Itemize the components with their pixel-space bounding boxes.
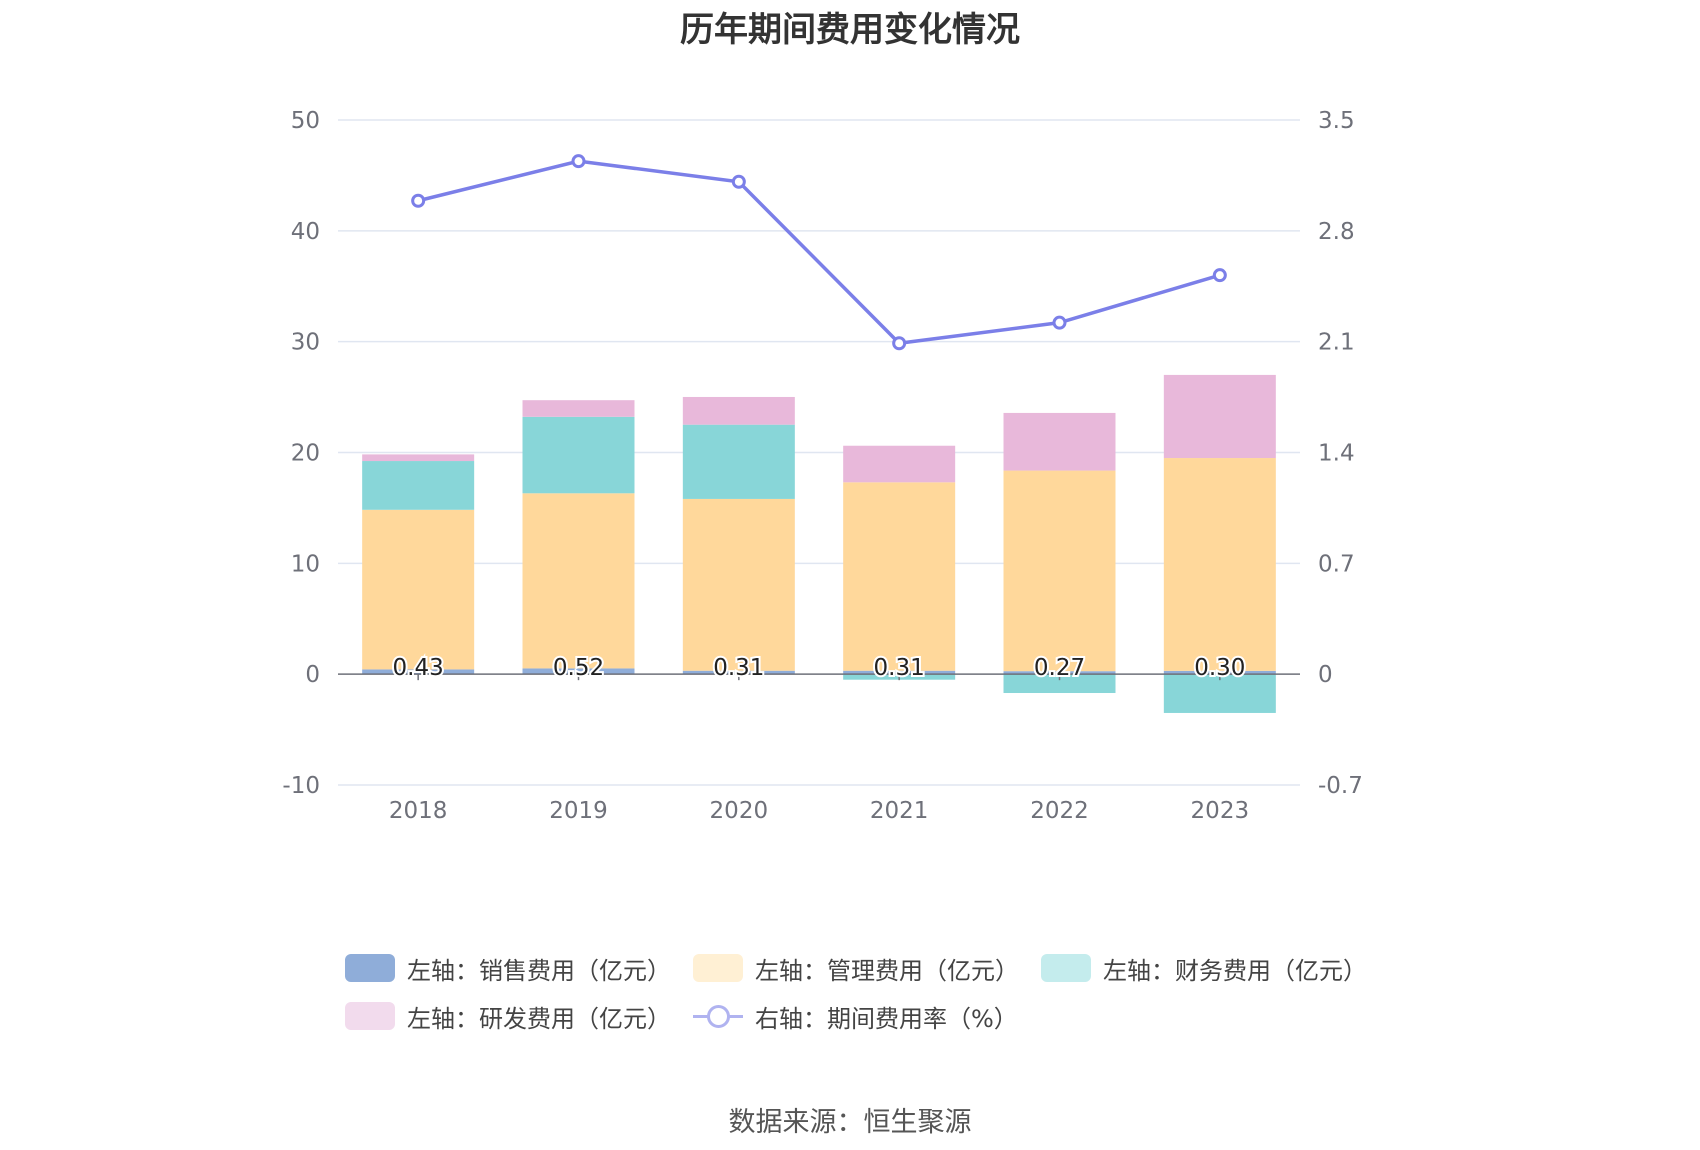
bar-segment bbox=[1003, 671, 1116, 675]
data-label: 0.43 bbox=[393, 655, 444, 681]
bar-segment bbox=[682, 424, 795, 499]
x-tick-label: 2020 bbox=[710, 798, 769, 824]
bar-segment bbox=[362, 509, 475, 670]
data-label: 0.30 bbox=[1194, 655, 1245, 681]
bar-segment bbox=[522, 668, 635, 675]
bar-segment bbox=[362, 461, 475, 510]
bar-segment bbox=[843, 482, 956, 671]
y-right-tick-label: 0 bbox=[1318, 662, 1333, 688]
legend-label-finance: 左轴：财务费用（亿元） bbox=[1103, 956, 1367, 985]
y-right-tick-label: 2.8 bbox=[1318, 219, 1355, 245]
data-label: 0.31 bbox=[713, 655, 764, 681]
bar-segment bbox=[1163, 458, 1276, 671]
x-tick-label: 2019 bbox=[549, 798, 608, 824]
legend-label-rate: 右轴：期间费用率（%） bbox=[755, 1004, 1018, 1033]
legend-label-rnd: 左轴：研发费用（亿元） bbox=[407, 1004, 671, 1033]
y-left-tick-label: 40 bbox=[291, 219, 320, 245]
y-left-tick-label: -10 bbox=[282, 773, 320, 799]
bar-segment bbox=[1163, 674, 1276, 713]
legend-item-rate[interactable]: 右轴：期间费用率（%） bbox=[693, 996, 1018, 1036]
bar-segment bbox=[522, 493, 635, 669]
rate-line bbox=[417, 159, 1221, 346]
y-left-tick-label: 20 bbox=[291, 441, 320, 467]
x-tick-label: 2023 bbox=[1191, 798, 1250, 824]
y-left-tick-label: 30 bbox=[291, 330, 320, 356]
legend-label-sales: 左轴：销售费用（亿元） bbox=[407, 956, 671, 985]
legend-label-admin: 左轴：管理费用（亿元） bbox=[755, 956, 1019, 985]
y-left-tick-label: 50 bbox=[291, 108, 320, 134]
legend-item-sales[interactable]: 左轴：销售费用（亿元） bbox=[345, 948, 671, 988]
rate-point bbox=[571, 154, 586, 169]
bar-segment bbox=[843, 670, 956, 675]
y-right-tick-label: 3.5 bbox=[1318, 108, 1355, 134]
data-label: 0.31 bbox=[874, 655, 925, 681]
legend-swatch-admin bbox=[693, 954, 743, 982]
bar-segment bbox=[522, 400, 635, 417]
y-right-tick-label: -0.7 bbox=[1318, 773, 1363, 799]
bar-segment bbox=[362, 669, 475, 675]
data-label: 0.52 bbox=[553, 655, 604, 681]
rate-point bbox=[1052, 315, 1067, 330]
y-right-tick-label: 2.1 bbox=[1318, 330, 1355, 356]
y-right-tick-label: 1.4 bbox=[1318, 441, 1355, 467]
y-right-tick-label: 0.7 bbox=[1318, 551, 1355, 577]
x-tick-label: 2022 bbox=[1030, 798, 1089, 824]
bar-segment bbox=[1003, 674, 1116, 694]
rate-point bbox=[731, 174, 746, 189]
y-left-tick-label: 0 bbox=[305, 662, 320, 688]
rate-point bbox=[411, 193, 426, 208]
chart-title: 历年期间费用变化情况 bbox=[680, 10, 1020, 50]
legend-item-admin[interactable]: 左轴：管理费用（亿元） bbox=[693, 948, 1019, 988]
legend-item-rnd[interactable]: 左轴：研发费用（亿元） bbox=[345, 996, 671, 1036]
bar-segment bbox=[682, 498, 795, 671]
legend-item-finance[interactable]: 左轴：财务费用（亿元） bbox=[1041, 948, 1367, 988]
x-tick-label: 2018 bbox=[389, 798, 448, 824]
bar-segment bbox=[1163, 374, 1276, 459]
bar-segment bbox=[1003, 412, 1116, 471]
bar-segment bbox=[682, 396, 795, 425]
bar-segment bbox=[1163, 670, 1276, 675]
bar-segment bbox=[843, 445, 956, 483]
chart-plot: -10 0 10 20 30 40 50 -0.7 0 0.7 1.4 2.1 2.8 3.5 2018 20… bbox=[282, 108, 1363, 824]
data-source: 数据来源：恒生聚源 bbox=[728, 1107, 972, 1138]
x-tick-label: 2021 bbox=[870, 798, 929, 824]
rate-point bbox=[892, 336, 907, 351]
y-left-tick-label: 10 bbox=[291, 551, 320, 577]
legend-swatch-rate bbox=[693, 1002, 743, 1030]
bar-segment bbox=[1003, 470, 1116, 672]
legend-swatch-rnd bbox=[345, 1002, 395, 1030]
bar-segment bbox=[682, 670, 795, 675]
data-label: 0.27 bbox=[1034, 655, 1085, 681]
legend-swatch-sales bbox=[345, 954, 395, 982]
rate-point bbox=[1212, 268, 1227, 283]
bar-segment bbox=[362, 454, 475, 462]
bar-segment bbox=[522, 416, 635, 494]
legend-swatch-finance bbox=[1041, 954, 1091, 982]
